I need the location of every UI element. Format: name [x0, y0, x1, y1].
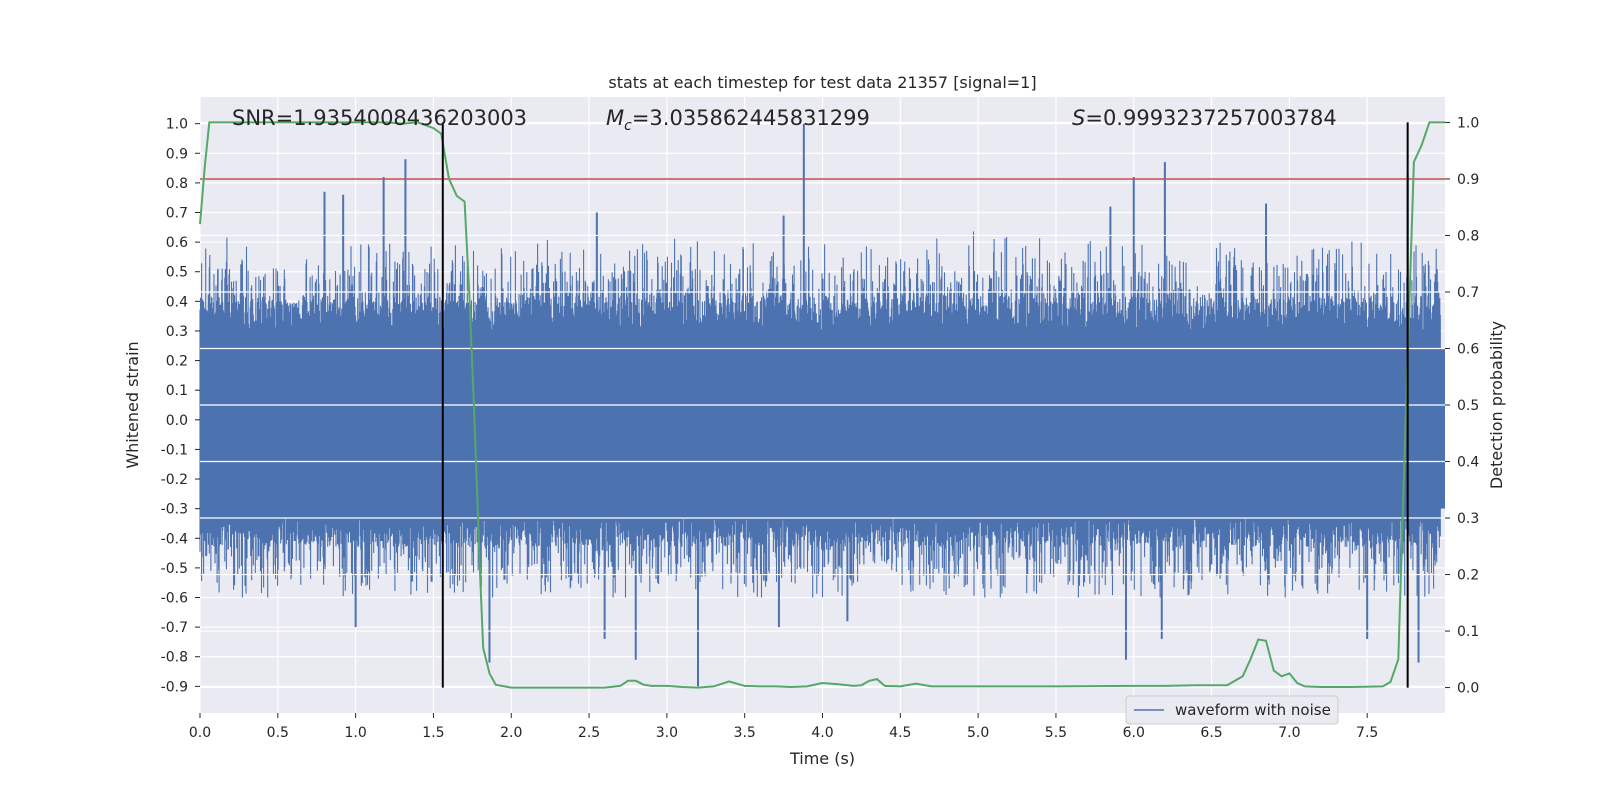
x-tick-label: 4.5	[889, 725, 911, 741]
x-tick-label: 5.5	[1045, 725, 1067, 741]
x-tick-label: 2.5	[578, 725, 600, 741]
y2-tick-label: 0.5	[1457, 398, 1479, 414]
x-tick-label: 1.5	[422, 725, 444, 741]
y2-tick-label: 1.0	[1457, 115, 1479, 131]
legend-label-waveform: waveform with noise	[1175, 701, 1331, 719]
mc-value: =3.035862445831299	[632, 106, 870, 130]
x-tick-label: 5.0	[967, 725, 989, 741]
y2-tick-label: 0.8	[1457, 228, 1479, 244]
x-tick-label: 2.0	[500, 725, 522, 741]
x-tick-label: 4.0	[811, 725, 833, 741]
y-tick-label: 0.7	[166, 206, 188, 222]
y-tick-label: 0.3	[166, 324, 188, 340]
y-tick-label: 1.0	[166, 117, 188, 133]
y2-tick-label: 0.9	[1457, 172, 1479, 188]
y-axis-ticks: 1.0 0.9 0.8 0.7 0.6 0.5 0.4 0.3 0.2 0.1 0.0 -0.1 -0.…	[161, 117, 200, 695]
x-tick-label: 3.5	[734, 725, 756, 741]
y-tick-label: -0.7	[161, 620, 188, 636]
y-tick-label: 0.9	[166, 146, 188, 162]
overlays	[199, 121, 1445, 689]
y2-tick-label: 0.4	[1457, 455, 1479, 471]
s-value: =0.9993237257003784	[1085, 106, 1336, 130]
y2-tick-label: 0.0	[1457, 681, 1479, 697]
s-symbol: S	[1072, 106, 1085, 130]
x-tick-label: 1.0	[344, 725, 366, 741]
y2-axis-ticks: 1.0 0.9 0.8 0.7 0.6 0.5 0.4 0.3 0.2 0.1 0.0	[1445, 115, 1479, 697]
y-tick-label: -0.3	[161, 502, 188, 518]
x-tick-label: 7.0	[1278, 725, 1300, 741]
y-tick-label: -0.4	[161, 531, 188, 547]
y2-tick-label: 0.2	[1457, 568, 1479, 584]
y-tick-label: -0.5	[161, 561, 188, 577]
annotations: SNR=1.9354008436203003 Mc=3.035862445831…	[232, 106, 1337, 134]
y-tick-label: -0.1	[161, 442, 188, 458]
x-axis-label: Time (s)	[789, 749, 855, 768]
legend[interactable]: waveform with noise	[1125, 695, 1339, 725]
x-tick-label: 0.5	[267, 725, 289, 741]
y-tick-label: 0.2	[166, 354, 188, 370]
y-tick-label: 0.4	[166, 294, 188, 310]
chart-title: stats at each timestep for test data 213…	[608, 73, 1036, 92]
y2-tick-label: 0.6	[1457, 341, 1479, 357]
mc-subscript: c	[624, 118, 632, 134]
y-tick-label: 0.1	[166, 383, 188, 399]
x-tick-label: 6.5	[1200, 725, 1222, 741]
waveform-series	[199, 121, 1445, 689]
legend-box	[1125, 695, 1339, 725]
y-axis-label: Whitened strain	[123, 341, 142, 468]
y2-tick-label: 0.7	[1457, 285, 1479, 301]
chirp-mass-annotation: Mc=3.035862445831299	[606, 106, 870, 134]
y-tick-label: 0.8	[166, 176, 188, 192]
detection-probability-line	[199, 121, 1445, 689]
y2-axis-label: Detection probability	[1487, 321, 1506, 489]
y2-tick-label: 0.1	[1457, 624, 1479, 640]
y-tick-label: 0.6	[166, 235, 188, 251]
y2-tick-label: 0.3	[1457, 511, 1479, 527]
y-tick-label: -0.9	[161, 679, 188, 695]
x-tick-label: 3.0	[656, 725, 678, 741]
snr-annotation: SNR=1.9354008436203003	[232, 106, 527, 130]
y-tick-label: -0.8	[161, 650, 188, 666]
y-tick-label: 0.5	[166, 265, 188, 281]
y-tick-label: 0.0	[166, 413, 188, 429]
y-tick-label: -0.6	[161, 591, 188, 607]
x-tick-label: 7.5	[1356, 725, 1378, 741]
x-tick-label: 6.0	[1123, 725, 1145, 741]
x-tick-label: 0.0	[189, 725, 211, 741]
y-tick-label: -0.2	[161, 472, 188, 488]
mc-symbol: M	[606, 106, 624, 130]
score-annotation: S=0.9993237257003784	[1072, 106, 1337, 130]
